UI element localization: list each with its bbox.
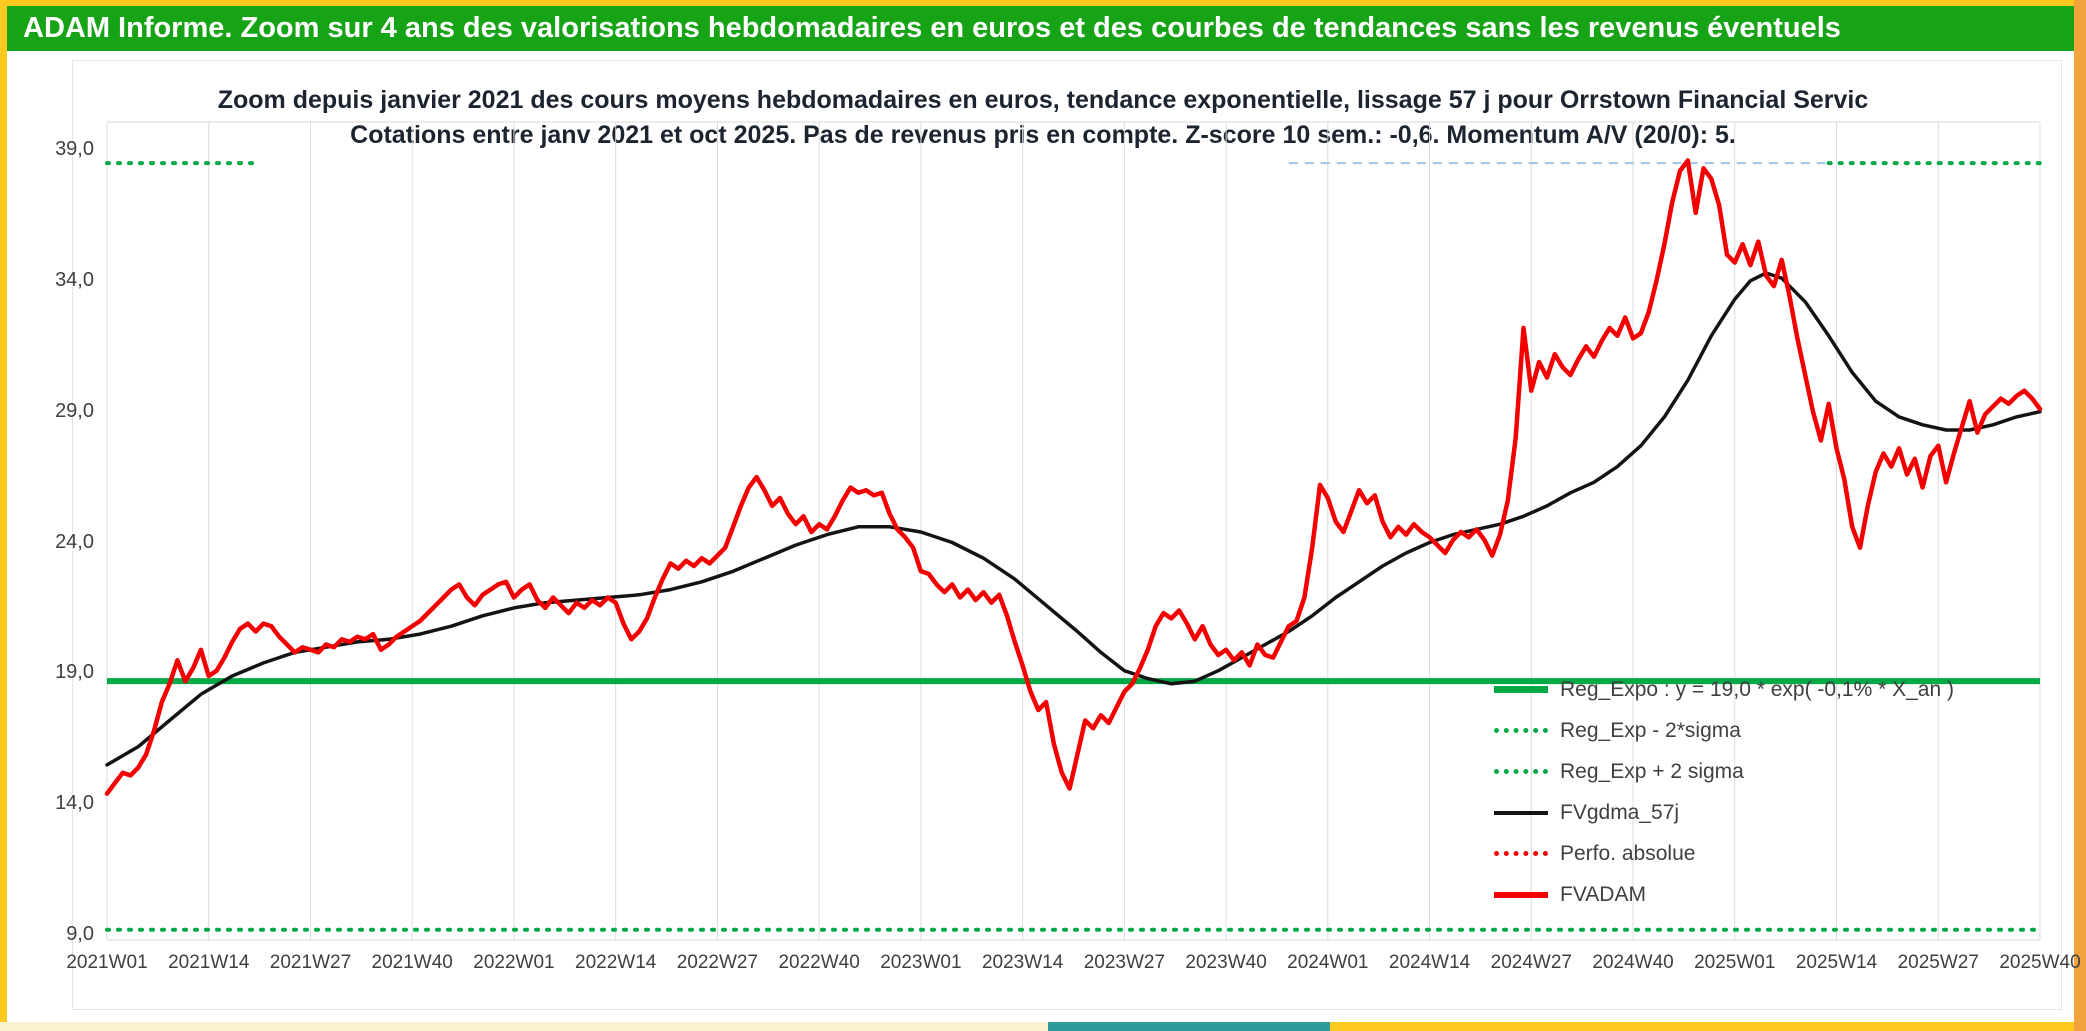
x-axis-label: 2021W14 (168, 952, 250, 973)
legend-label: Perfo. absolue (1560, 841, 1696, 865)
frame-right-strip (2074, 0, 2086, 1031)
legend-sample-black-solid (1494, 810, 1548, 815)
x-axis-label: 2022W14 (575, 952, 657, 973)
x-axis-label: 2022W40 (778, 952, 860, 973)
legend-item: FVADAM (1494, 874, 1954, 915)
legend-sample-green-dotted (1494, 769, 1548, 774)
y-axis-label: 29,0 (55, 399, 94, 422)
chart-title-line1: Zoom depuis janvier 2021 des cours moyen… (217, 86, 1869, 114)
chart-title-line2: Cotations entre janv 2021 et oct 2025. P… (350, 121, 1736, 149)
y-axis-label: 24,0 (55, 530, 94, 553)
x-axis-label: 2024W27 (1490, 952, 1572, 973)
x-axis-label: 2024W14 (1388, 952, 1471, 973)
x-axis-label: 2025W14 (1795, 952, 1878, 973)
legend-label: Reg_Exp + 2 sigma (1560, 759, 1744, 783)
legend-sample-red-solid (1494, 891, 1548, 898)
legend-item: Reg_Exp + 2 sigma (1494, 751, 1954, 792)
x-axis-label: 2025W27 (1897, 952, 1979, 973)
x-axis-label: 2023W14 (981, 952, 1064, 973)
series-FVgdma_57j (105, 271, 2042, 767)
legend-item: FVgdma_57j (1494, 792, 1954, 833)
x-axis-label: 2022W27 (676, 952, 759, 973)
legend-item: Reg_Expo : y = 19,0 * exp( -0,1% * X_an … (1494, 669, 1954, 710)
y-axis-label: 39,0 (55, 138, 94, 160)
x-axis-label: 2023W27 (1083, 952, 1166, 973)
legend-item: Reg_Exp - 2*sigma (1494, 710, 1954, 751)
x-axis-label: 2024W40 (1592, 952, 1674, 973)
x-axis-label: 2021W01 (66, 952, 148, 973)
x-axis-label: 2025W01 (1694, 952, 1776, 973)
legend: Reg_Expo : y = 19,0 * exp( -0,1% * X_an … (1494, 669, 1954, 915)
frame-bottom-yellow-segment (1330, 1022, 2074, 1031)
top-banner: ADAM Informe. Zoom sur 4 ans des valoris… (7, 6, 2074, 51)
series-FVADAM (104, 158, 2043, 796)
frame-left-strip (0, 0, 7, 1031)
chart-card (72, 60, 2062, 1010)
x-axis-label: 2021W40 (371, 952, 453, 973)
legend-sample-green-dotted (1494, 728, 1548, 733)
y-axis-label: 19,0 (55, 661, 94, 684)
x-axis-label: 2023W40 (1185, 952, 1267, 973)
banner-title: ADAM Informe. Zoom sur 4 ans des valoris… (23, 12, 1841, 44)
legend-item: Perfo. absolue (1494, 833, 1954, 874)
x-axis-label: 2024W01 (1287, 952, 1369, 973)
x-axis-label: 2025W40 (1999, 952, 2081, 973)
x-axis-label: 2023W01 (880, 952, 962, 973)
legend-label: Reg_Expo : y = 19,0 * exp( -0,1% * X_an … (1560, 677, 1954, 701)
frame-bottom-teal-segment (1048, 1022, 1330, 1031)
legend-label: FVADAM (1560, 882, 1646, 906)
y-axis-label: 14,0 (55, 792, 94, 815)
legend-sample-red-dotted (1494, 851, 1548, 856)
frame-top-strip (0, 0, 2086, 6)
legend-sample-green-solid (1494, 686, 1548, 693)
legend-label: Reg_Exp - 2*sigma (1560, 718, 1741, 742)
frame-bottom-strip (0, 1022, 2086, 1031)
y-axis-label: 9,0 (66, 923, 94, 945)
legend-label: FVgdma_57j (1560, 800, 1680, 824)
x-axis-label: 2021W27 (269, 952, 352, 973)
x-axis-label: 2022W01 (473, 952, 555, 973)
y-axis-label: 34,0 (55, 268, 94, 291)
